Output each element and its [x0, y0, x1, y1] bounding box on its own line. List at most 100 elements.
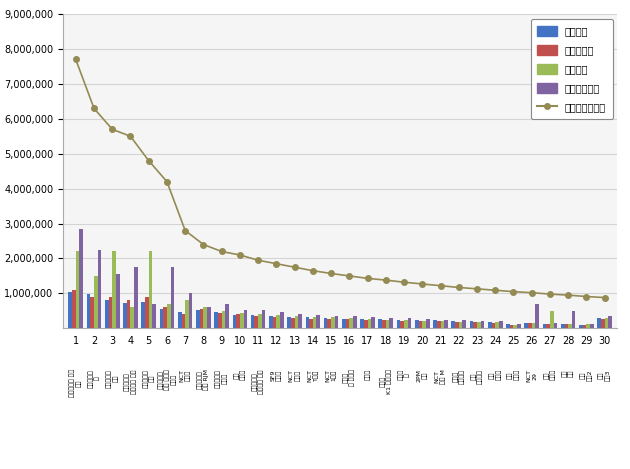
Bar — [207, 307, 210, 328]
Bar — [328, 319, 331, 328]
Bar — [130, 307, 134, 328]
브랜드평판지수 — [345, 273, 353, 279]
브랜드평판지수 — [601, 295, 609, 300]
Bar — [189, 293, 193, 328]
Text: 영소
건강2: 영소 건강2 — [580, 369, 592, 381]
Bar — [349, 318, 353, 328]
Bar — [171, 267, 175, 328]
Bar — [145, 296, 149, 328]
Bar — [455, 322, 459, 328]
Bar — [277, 315, 280, 328]
브랜드평판지수 — [400, 280, 408, 285]
Bar — [609, 316, 612, 328]
브랜드평판지수 — [510, 289, 517, 295]
브랜드평판지수 — [491, 287, 499, 293]
Bar — [452, 321, 455, 328]
Text: NCT
팔로우: NCT 팔로우 — [180, 369, 191, 382]
Bar — [105, 300, 108, 328]
Bar — [488, 322, 491, 328]
Bar — [141, 302, 145, 328]
브랜드평판지수 — [309, 268, 317, 273]
Text: SF9
바이뉴: SF9 바이뉴 — [271, 369, 282, 381]
Bar — [495, 322, 499, 328]
Bar — [583, 325, 587, 328]
브랜드평판지수 — [382, 277, 389, 283]
Text: 방탄소년단
뷔: 방탄소년단 뷔 — [88, 369, 100, 388]
브랜드평판지수 — [528, 290, 536, 295]
Bar — [163, 307, 167, 328]
Bar — [564, 324, 568, 328]
Line: 브랜드평판지수: 브랜드평판지수 — [73, 57, 607, 300]
브랜드평판지수 — [291, 265, 299, 270]
Bar — [236, 314, 240, 328]
Bar — [72, 290, 76, 328]
Text: NCT
T계열: NCT T계열 — [307, 369, 319, 382]
Bar — [273, 318, 277, 328]
Bar — [112, 251, 116, 328]
Text: 광우
도도해: 광우 도도해 — [234, 369, 246, 380]
Bar — [579, 325, 583, 328]
Bar — [470, 321, 473, 328]
Bar — [218, 313, 222, 328]
Bar — [335, 316, 338, 328]
Bar — [181, 314, 185, 328]
Bar — [491, 323, 495, 328]
Bar — [200, 309, 203, 328]
Bar — [116, 274, 120, 328]
Bar — [415, 320, 418, 328]
Bar — [510, 325, 513, 328]
Bar — [123, 303, 127, 328]
Bar — [528, 323, 532, 328]
Bar — [94, 276, 98, 328]
Bar — [196, 310, 200, 328]
브랜드평판지수 — [546, 291, 554, 297]
Text: 방탄소년단
해피니스 팬미: 방탄소년단 해피니스 팬미 — [252, 369, 264, 393]
Bar — [477, 322, 481, 328]
Bar — [561, 324, 564, 328]
Bar — [367, 319, 371, 328]
브랜드평판지수 — [108, 127, 116, 132]
Bar — [346, 319, 349, 328]
Bar — [382, 320, 386, 328]
브랜드평판지수 — [163, 179, 171, 184]
Bar — [203, 307, 207, 328]
Bar — [324, 318, 328, 328]
Text: 가지
팬가요: 가지 팬가요 — [489, 369, 501, 380]
Bar — [152, 303, 156, 328]
브랜드평판지수 — [255, 257, 262, 263]
Bar — [550, 311, 554, 328]
Bar — [597, 318, 601, 328]
Bar — [554, 323, 557, 328]
Bar — [440, 321, 444, 328]
Bar — [280, 312, 284, 328]
브랜드평판지수 — [455, 285, 462, 290]
Bar — [258, 314, 262, 328]
Bar — [513, 325, 517, 328]
Bar — [291, 318, 295, 328]
Bar — [459, 322, 462, 328]
Text: 다정이
K1 큰이야기: 다정이 K1 큰이야기 — [380, 369, 392, 394]
Bar — [389, 318, 393, 328]
브랜드평판지수 — [564, 292, 572, 298]
브랜드평판지수 — [72, 57, 79, 62]
Bar — [298, 314, 302, 328]
Bar — [426, 319, 430, 328]
브랜드평판지수 — [236, 252, 244, 258]
Bar — [309, 318, 313, 328]
브랜드평판지수 — [145, 158, 152, 164]
Bar — [371, 317, 375, 328]
Bar — [159, 309, 163, 328]
Bar — [262, 310, 265, 328]
Bar — [401, 321, 404, 328]
Bar — [422, 321, 426, 328]
Bar — [397, 320, 401, 328]
Text: 영소
다이아: 영소 다이아 — [544, 369, 556, 380]
브랜드평판지수 — [364, 276, 371, 281]
Bar — [532, 323, 536, 328]
Bar — [590, 324, 593, 328]
Bar — [444, 320, 448, 328]
Text: 하이
온문화해: 하이 온문화해 — [471, 369, 483, 384]
Text: NCT
29: NCT 29 — [526, 369, 537, 382]
Text: 사이드: 사이드 — [365, 369, 370, 380]
Text: NCT
나비요: NCT 나비요 — [289, 369, 301, 382]
